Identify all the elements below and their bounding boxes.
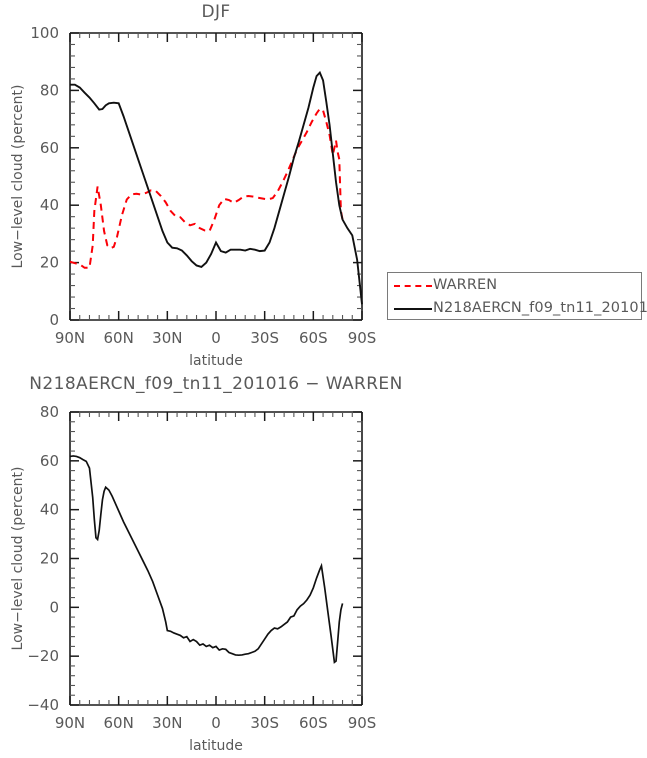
chart-svg-top: 90N 60N 30N 0 30S 60S 90S 0 20 40 60 80 100 latitude L…: [10, 24, 377, 369]
y-tick-label: 80: [40, 403, 59, 421]
x-tick-label: 90N: [55, 329, 85, 347]
x-tick-label: 60S: [299, 329, 328, 347]
y-axis-label: Low−level cloud (percent): [10, 467, 26, 651]
series-line: [70, 70, 363, 305]
legend-entry-warren: WARREN: [388, 273, 641, 297]
y-tick-label: 80: [40, 81, 59, 99]
x-tick-label: 30N: [152, 714, 182, 732]
y-tick-label: 0: [49, 598, 59, 616]
x-axis-label: latitude: [189, 353, 243, 369]
x-axis-label: latitude: [189, 738, 243, 754]
y-tick-label: 20: [40, 254, 59, 272]
x-tick-label: 0: [211, 714, 221, 732]
x-tick-label: 90S: [348, 329, 377, 347]
chart-panel-difference: N218AERCN_f09_tn11_201016 − WARREN 90N 60…: [0, 372, 647, 758]
chart-title-bottom: N218AERCN_f09_tn11_201016 − WARREN: [29, 374, 403, 394]
x-tick-label: 30S: [250, 329, 279, 347]
y-axis-label: Low−level cloud (percent): [10, 85, 26, 269]
x-tick-label: 0: [211, 329, 221, 347]
y-tick-label: −20: [27, 647, 59, 665]
y-tick-label: 40: [40, 501, 59, 519]
x-tick-label: 60S: [299, 714, 328, 732]
chart-svg-bottom: 90N 60N 30N 0 30S 60S 90S −40 −20 0 20 40 60 80 latitu…: [10, 403, 377, 754]
y-tick-label: 20: [40, 550, 59, 568]
x-tick-label: 30S: [250, 714, 279, 732]
x-tick-label: 90S: [348, 714, 377, 732]
y-tick-label: 100: [30, 24, 59, 42]
x-tick-label: 60N: [104, 714, 134, 732]
y-tick-label: 60: [40, 139, 59, 157]
legend-swatch-dashed-icon: [394, 279, 432, 291]
chart-panel-djf: DJF 90N 60N 30N 0 30S 60S 90S 0 20 40 60 80 100 latit…: [0, 0, 647, 372]
legend-label-warren: WARREN: [433, 277, 498, 293]
legend: WARREN N218AERCN_f09_tn11_201016: [387, 272, 647, 320]
legend-label-model: N218AERCN_f09_tn11_201016: [433, 300, 647, 316]
y-tick-label: 0: [49, 311, 59, 329]
series-line: [69, 455, 344, 664]
x-tick-label: 60N: [104, 329, 134, 347]
legend-entry-model: N218AERCN_f09_tn11_201016: [388, 296, 647, 320]
legend-swatch-solid-icon: [394, 302, 432, 314]
y-tick-label: −40: [27, 696, 59, 714]
x-tick-label: 90N: [55, 714, 85, 732]
y-tick-label: 60: [40, 452, 59, 470]
chart-title-top: DJF: [201, 2, 231, 22]
x-tick-label: 30N: [152, 329, 182, 347]
y-tick-label: 40: [40, 196, 59, 214]
